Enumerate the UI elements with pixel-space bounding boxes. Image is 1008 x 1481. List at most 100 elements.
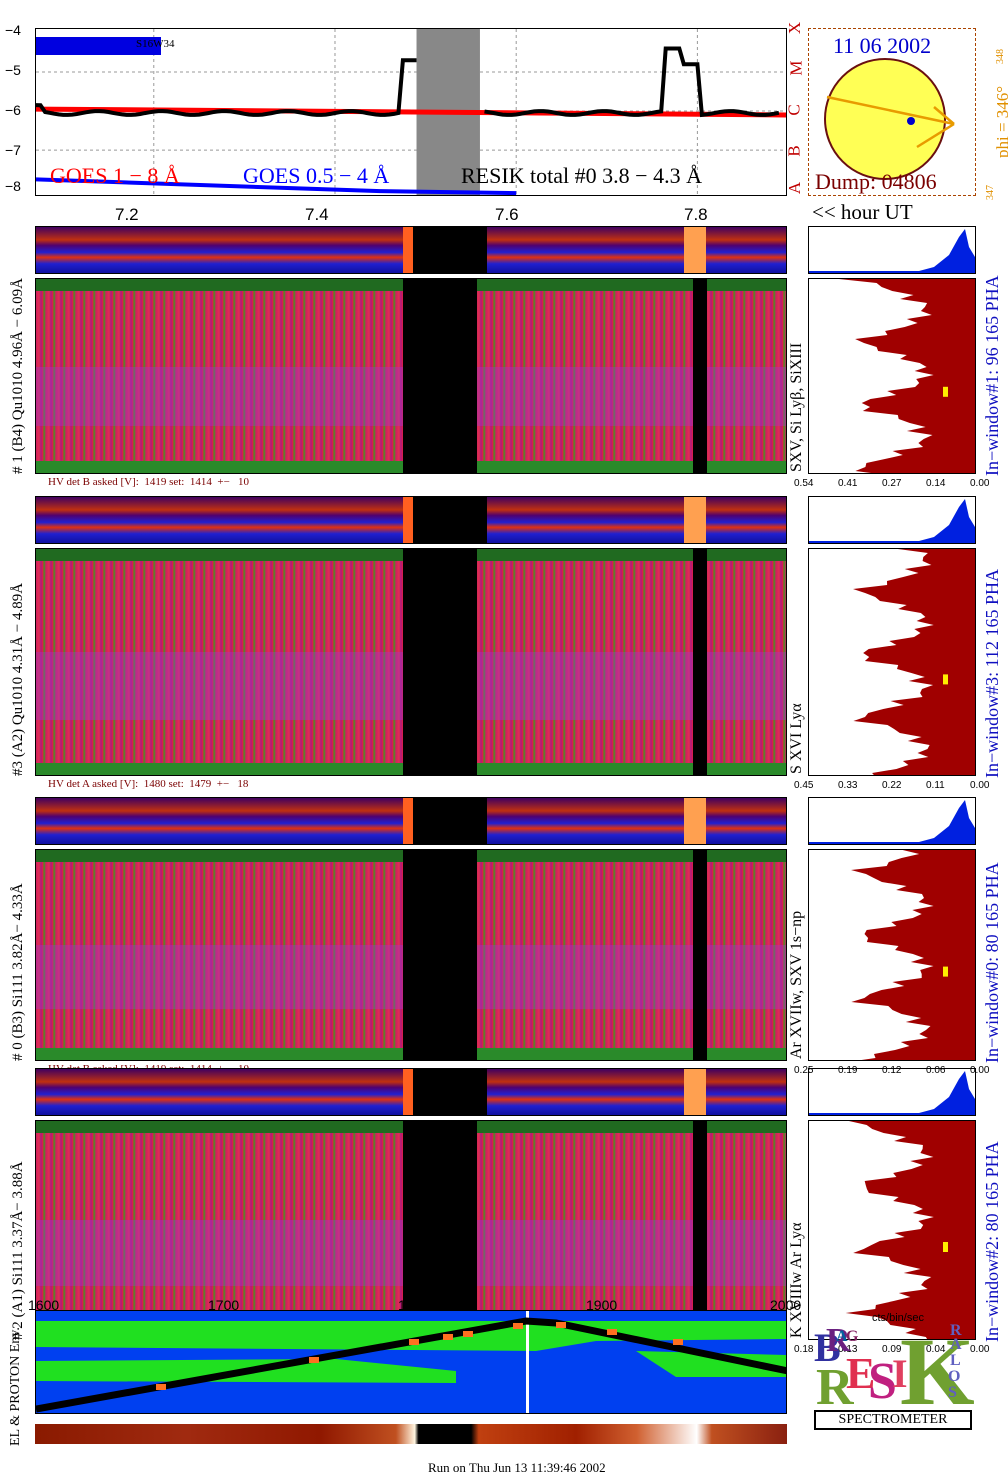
legend-goes2: GOES 0.5 − 4 Å <box>243 163 390 188</box>
detector-label: # 2 (A1) Si111 3.37Å− 3.88Å <box>10 1161 26 1340</box>
logo-letter: S <box>948 1384 957 1401</box>
spec-tick: 0.00 <box>970 1344 990 1355</box>
detector-label: #3 (A2) Qu1010 4.31Å − 4.89Å <box>10 582 26 776</box>
logo-letter: R <box>950 1322 962 1339</box>
footer-run: Run on Thu Jun 13 11:39:46 2002 <box>428 1460 606 1475</box>
flare-location-bar <box>36 37 161 55</box>
sun-phi-top: 348 <box>995 49 1006 64</box>
det-spectrogram <box>35 278 787 474</box>
orbit-marker <box>309 1357 319 1363</box>
spec-tick: 0.25 <box>794 1065 814 1076</box>
spectrum-plot <box>808 278 976 474</box>
sun-date: 11 06 2002 <box>833 33 932 58</box>
resik-series <box>36 46 780 118</box>
sun-disk <box>824 58 955 180</box>
spec-tick: 0.54 <box>794 478 814 489</box>
sun-phi: phi = 346° <box>993 85 1008 158</box>
spec-tick: 0.33 <box>838 780 858 791</box>
pha-histogram <box>808 797 976 845</box>
spec-tick: 0.12 <box>882 1065 902 1076</box>
goes-class-A: A <box>785 181 805 195</box>
pha-histogram <box>808 1068 976 1116</box>
goes-class-X: X <box>785 21 805 35</box>
spec-tick: 0.41 <box>838 478 858 489</box>
goes-class-B: B <box>784 145 804 157</box>
orbit-marker <box>409 1339 419 1345</box>
sun-phi-bottom: 347 <box>985 185 996 200</box>
env-chart <box>36 1311 786 1413</box>
orbit-marker <box>513 1323 523 1329</box>
goes-lightcurve <box>36 29 786 195</box>
logo-spectrometer: SPECTROMETER <box>814 1410 972 1430</box>
goes-ytick: −7 <box>5 142 21 158</box>
logo-letter: A <box>836 1328 848 1345</box>
logo-letter: I <box>892 1351 908 1396</box>
pha-histogram <box>808 496 976 544</box>
spec-tick: 0.27 <box>882 478 902 489</box>
pha-histogram <box>808 226 976 274</box>
spec-tick: 0.18 <box>794 1344 814 1355</box>
goes-class-C: C <box>784 104 804 116</box>
det-strip <box>35 226 787 274</box>
in-window-label: In−window#2: 80 165 PHA <box>982 1141 1002 1342</box>
logo-letter: R <box>826 1322 851 1359</box>
goes2-series <box>36 177 517 195</box>
spec-tick: 0.04 <box>926 1344 946 1355</box>
goes-xtick: 7.2 <box>115 205 139 224</box>
logo-letter: B <box>814 1325 841 1370</box>
det-spectrogram <box>35 1120 787 1340</box>
detector-label: # 0 (B3) Si111 3.82Å− 4.33Å <box>10 883 26 1061</box>
env-xtick: 1600 <box>28 1297 60 1313</box>
logo-letter: S <box>868 1353 897 1410</box>
orbit-marker <box>463 1331 473 1337</box>
orbit-marker <box>556 1322 566 1328</box>
hv-status: HV det B asked [V]: 1419 set: 1414 +− 10 <box>48 476 250 488</box>
resik-logo: B R A G R E S I K S O L A R SPECTROMETER <box>808 1318 976 1442</box>
env-label: EL & PROTON Env. <box>8 1327 23 1446</box>
spec-tick: 0.00 <box>970 1065 990 1076</box>
sun-dump: Dump: 04806 <box>815 169 937 194</box>
env-panel <box>35 1310 787 1414</box>
logo-letter: G <box>846 1328 859 1345</box>
spec-tick: 0.09 <box>882 1344 902 1355</box>
det-strip <box>35 496 787 544</box>
logo-letter: L <box>950 1352 961 1369</box>
hv-status: HV det A asked [V]: 1480 set: 1479 +− 18 <box>48 778 249 790</box>
line-id-label: K XVIIIw Ar Lyα <box>788 1222 805 1338</box>
det-strip <box>35 1068 787 1116</box>
env-strip <box>35 1424 787 1444</box>
spec-tick: 0.11 <box>926 780 945 791</box>
detector-label: # 1 (B4) Qu1010 4.96Å − 6.09Å <box>10 278 26 474</box>
spec-tick: 0.00 <box>970 780 990 791</box>
goes-plot: S16W34 GOES 1 − 8 Å GOES 0.5 − 4 Å RESIK… <box>35 28 787 196</box>
line-id-label: Ar XVIIw, SXV 1s−np <box>788 910 805 1059</box>
spectrum-plot <box>808 849 976 1061</box>
in-window-label: In−window#1: 96 165 PHA <box>982 275 1002 476</box>
spec-tick: 0.45 <box>794 780 814 791</box>
orbit-marker <box>607 1329 617 1335</box>
goes-ytick: −6 <box>5 102 21 118</box>
env-xtick: 1700 <box>208 1297 240 1313</box>
goes-xtick: 7.8 <box>684 205 708 224</box>
logo-letter: E <box>846 1349 876 1398</box>
legend-resik: RESIK total #0 3.8 − 4.3 Å <box>461 163 702 188</box>
spec-tick: 0.00 <box>970 478 990 489</box>
legend-goes1: GOES 1 − 8 Å <box>50 163 180 188</box>
line-id-label: SXV, Si Lyβ, SiXIII <box>788 342 805 472</box>
orbit-marker <box>443 1334 453 1340</box>
env-xtick: 1800 <box>398 1297 430 1313</box>
logo-letter: K <box>900 1318 975 1425</box>
logo-letter: O <box>948 1368 961 1385</box>
env-xtick: 1900 <box>586 1297 618 1313</box>
env-xtick: 2000 <box>770 1297 802 1313</box>
goes-ytick: −4 <box>5 22 21 38</box>
logo-letter: R <box>816 1359 854 1416</box>
det-spectrogram <box>35 849 787 1061</box>
goes-ytick: −5 <box>5 62 21 78</box>
spectrum-plot <box>808 1120 976 1340</box>
hour-label: << hour UT <box>812 200 913 224</box>
in-window-label: In−window#0: 80 165 PHA <box>982 862 1002 1063</box>
spec-tick: 0.14 <box>926 478 946 489</box>
spec-tick: 0.19 <box>838 1065 858 1076</box>
logo-letter: A <box>950 1336 962 1353</box>
